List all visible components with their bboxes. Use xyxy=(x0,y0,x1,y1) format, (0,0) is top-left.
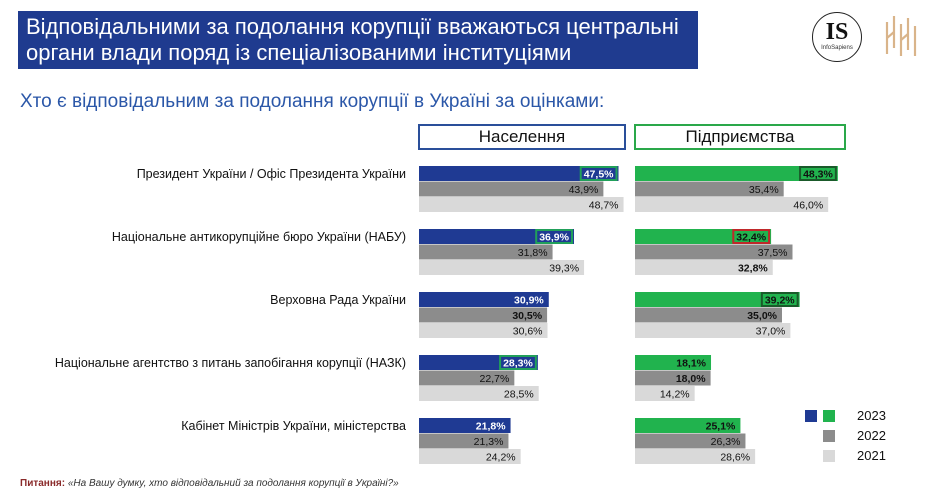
data-label: 24,2% xyxy=(486,452,516,464)
highlight-box xyxy=(579,166,618,181)
bar-2023 xyxy=(635,355,712,370)
data-label: 14,2% xyxy=(660,389,690,401)
data-label: 37,5% xyxy=(758,247,788,259)
legend-label: 2022 xyxy=(857,428,886,443)
panel-header-population: Населення xyxy=(418,124,626,150)
data-label: 25,1% xyxy=(706,421,736,433)
bar-2023 xyxy=(635,166,838,181)
title-line-1: Відповідальними за подолання корупції вв… xyxy=(26,14,679,39)
bar-2021 xyxy=(635,386,695,401)
legend-swatch xyxy=(823,410,835,422)
bar-2022 xyxy=(635,181,784,197)
data-label: 39,3% xyxy=(549,263,579,275)
bar-2023 xyxy=(635,292,800,307)
bar-2023 xyxy=(419,292,549,307)
bar-2022 xyxy=(419,181,604,197)
data-label: 30,5% xyxy=(512,310,542,322)
highlight-box xyxy=(760,292,799,307)
data-label: 32,4% xyxy=(736,232,766,244)
data-label: 22,7% xyxy=(480,373,510,385)
legend-label: 2021 xyxy=(857,448,886,463)
bar-2022 xyxy=(419,370,515,386)
data-label: 32,8% xyxy=(738,263,768,275)
data-label: 30,6% xyxy=(513,326,543,338)
highlight-box xyxy=(732,229,771,244)
data-label: 46,0% xyxy=(793,200,823,212)
data-label: 35,4% xyxy=(749,184,779,196)
bar-2021 xyxy=(419,197,624,212)
bar-2022 xyxy=(635,244,793,260)
bar-2023 xyxy=(419,355,538,370)
bar-2022 xyxy=(635,307,782,323)
legend-swatch xyxy=(823,430,835,442)
category-label: Верховна Рада України xyxy=(270,293,406,307)
bar-2021 xyxy=(419,449,521,464)
bar-2022 xyxy=(419,244,553,260)
category-label: Кабінет Міністрів України, міністерства xyxy=(181,419,406,433)
partner-logo-icon xyxy=(885,16,917,56)
title-line-2: органи влади поряд із спеціалізованими і… xyxy=(26,40,572,65)
data-label: 48,3% xyxy=(803,169,833,181)
bar-2021 xyxy=(635,197,829,212)
bar-2023 xyxy=(419,418,511,433)
data-label: 35,0% xyxy=(747,310,777,322)
highlight-box xyxy=(535,229,573,244)
bar-2021 xyxy=(635,449,756,464)
bar-2021 xyxy=(419,386,539,401)
logo-main-text: IS xyxy=(825,19,849,45)
bar-2022 xyxy=(419,307,548,323)
data-label: 37,0% xyxy=(756,326,786,338)
data-label: 43,9% xyxy=(569,184,599,196)
footnote-text: «На Вашу думку, хто відповідальний за по… xyxy=(67,478,399,489)
bar-2022 xyxy=(635,433,746,449)
data-label: 28,5% xyxy=(504,389,534,401)
chart-subtitle: Хто є відповідальним за подолання корупц… xyxy=(20,91,605,112)
highlight-box xyxy=(799,166,837,181)
data-label: 28,3% xyxy=(503,358,533,370)
page-title: Відповідальними за подолання корупції вв… xyxy=(18,11,698,69)
data-label: 48,7% xyxy=(589,200,619,212)
panel-header-business: Підприємства xyxy=(634,124,846,150)
legend-swatch xyxy=(823,450,835,462)
data-label: 47,5% xyxy=(584,169,614,181)
data-label: 26,3% xyxy=(711,436,741,448)
infosapiens-logo: IS InfoSapiens xyxy=(812,12,862,62)
data-label: 31,8% xyxy=(518,247,548,259)
bar-2023 xyxy=(635,229,772,244)
data-label: 21,3% xyxy=(474,436,504,448)
highlight-box xyxy=(499,355,537,370)
bar-2021 xyxy=(419,323,548,338)
footnote: Питання: «На Вашу думку, хто відповідаль… xyxy=(20,478,399,489)
data-label: 28,6% xyxy=(720,452,750,464)
category-label: Національне антикорупційне бюро України … xyxy=(111,230,406,244)
legend-label: 2023 xyxy=(857,408,886,423)
bar-2021 xyxy=(635,323,791,338)
bar-2023 xyxy=(419,166,619,181)
data-label: 30,9% xyxy=(514,295,544,307)
category-label: Президент України / Офіс Президента Укра… xyxy=(136,167,406,181)
bar-2022 xyxy=(419,433,509,449)
data-label: 36,9% xyxy=(539,232,569,244)
data-label: 18,0% xyxy=(676,373,706,385)
category-label: Національне агентство з питань запобіган… xyxy=(54,356,406,370)
data-label: 21,8% xyxy=(476,421,506,433)
footnote-label: Питання: xyxy=(20,478,66,489)
bar-2022 xyxy=(635,370,711,386)
bar-2021 xyxy=(419,260,585,275)
bar-2021 xyxy=(635,260,773,275)
logo-sub-text: InfoSapiens xyxy=(821,45,853,51)
data-label: 18,1% xyxy=(676,358,706,370)
legend-swatch xyxy=(805,410,817,422)
bar-2023 xyxy=(635,418,741,433)
data-label: 39,2% xyxy=(765,295,795,307)
